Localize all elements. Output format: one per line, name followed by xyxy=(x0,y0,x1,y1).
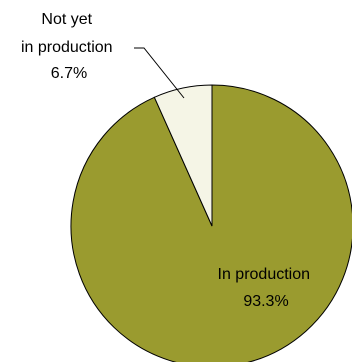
slice-value-in-production: 93.3% xyxy=(243,293,288,310)
pie-slices xyxy=(71,85,352,362)
slice-label-not-yet-line1: Not yet xyxy=(41,11,92,28)
slice-label-not-yet: Not yet in production 6.7% xyxy=(21,11,117,82)
slice-label-in-production-line1: In production xyxy=(218,266,311,283)
slice-value-not-yet: 6.7% xyxy=(51,65,87,82)
slice-label-not-yet-line2: in production xyxy=(21,39,113,56)
